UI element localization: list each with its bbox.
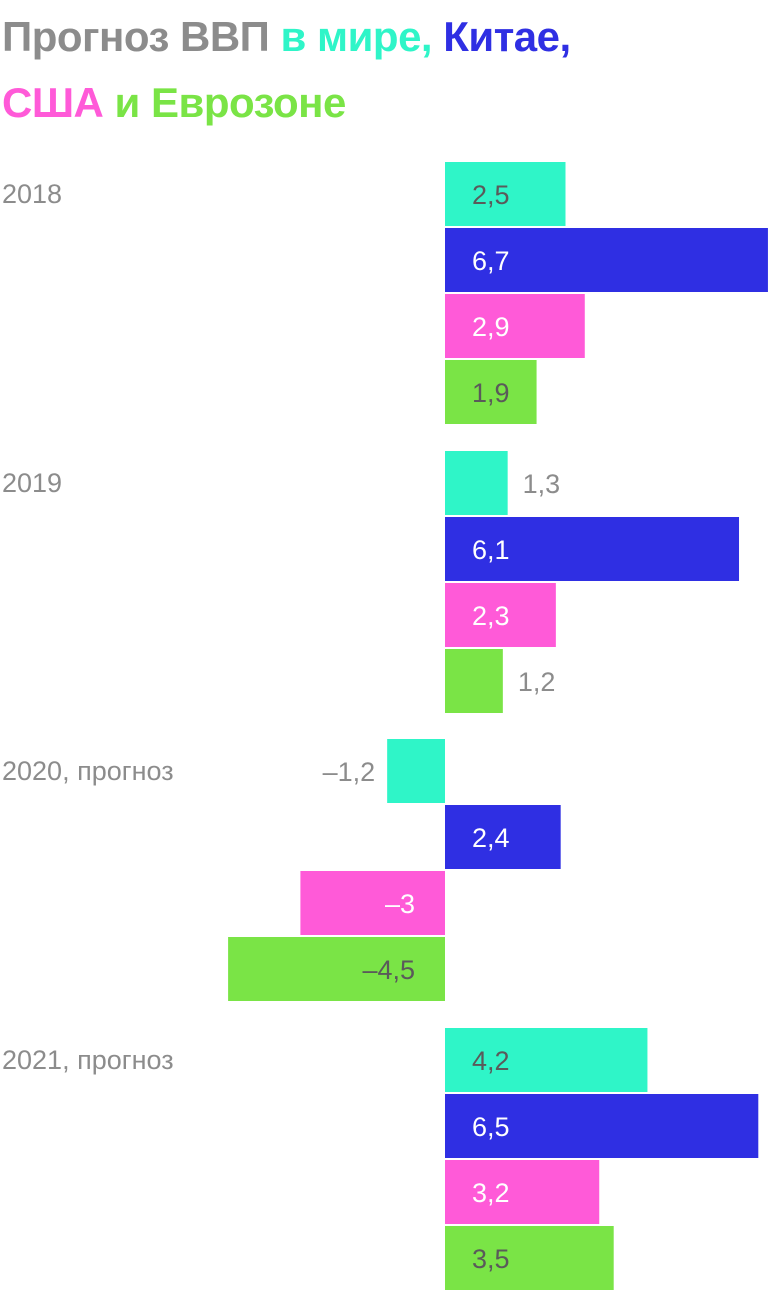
data-label: 6,5 [472,1112,510,1142]
category-label: 2020, прогноз [2,756,174,786]
data-label: 6,7 [472,246,510,276]
data-label: 1,2 [518,667,556,697]
category-label: 2019 [2,468,62,498]
bar [445,294,585,358]
data-label: 2,4 [472,823,510,853]
data-label: 3,5 [472,1244,510,1274]
data-label: 4,2 [472,1046,510,1076]
bar [445,649,503,713]
bar [445,1160,600,1224]
bar [445,1094,759,1158]
title-part-world: в мире, [280,13,444,60]
bar [387,739,445,803]
data-label: 3,2 [472,1178,510,1208]
bar [445,1028,648,1092]
data-label: 1,3 [523,469,561,499]
category-label: 2021, прогноз [2,1045,174,1075]
bar [445,1226,614,1290]
data-label: 6,1 [472,535,510,565]
bar [300,871,445,935]
bar [445,451,508,515]
title-part-usa: США [2,79,115,126]
title-part-gdp: Прогноз ВВП [2,13,281,60]
category-label: 2018 [2,179,62,209]
data-label: –1,2 [323,757,376,787]
bar [445,228,768,292]
title-part-china: Китае, [443,13,571,60]
bar [445,583,556,647]
data-label: –4,5 [362,955,415,985]
data-label: 1,9 [472,378,510,408]
bar [445,805,561,869]
data-label: –3 [385,889,415,919]
bar [228,937,445,1001]
data-label: 2,5 [472,180,510,210]
data-label: 2,9 [472,312,510,342]
data-label: 2,3 [472,601,510,631]
title-part-eurozone: и Еврозоне [114,79,347,126]
bar [445,162,566,226]
bar [445,360,537,424]
bar [445,517,740,581]
chart-title: Прогноз ВВП в мире, Китае, США и Еврозоне [2,4,762,136]
